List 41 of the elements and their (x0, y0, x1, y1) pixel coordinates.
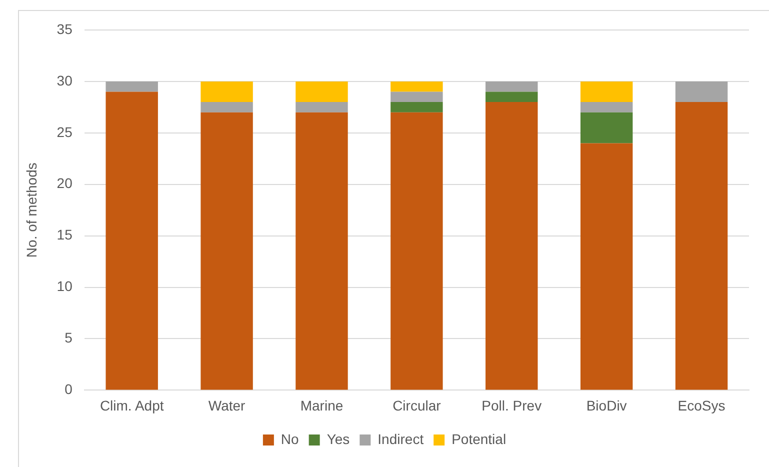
x-tick-label: Water (208, 397, 246, 414)
y-tick-label: 0 (64, 381, 73, 398)
bar (580, 81, 633, 102)
x-tick-label: Poll. Prev (482, 397, 542, 414)
y-tick-label: 35 (56, 20, 73, 37)
legend-label: No (280, 430, 300, 447)
bar (390, 112, 443, 390)
bar (200, 81, 253, 102)
bar (200, 112, 253, 390)
x-tick-label: Clim. Adpt (100, 397, 164, 414)
bar (486, 81, 538, 92)
bar (296, 81, 348, 102)
bar (106, 92, 158, 390)
legend-label: Indirect (378, 430, 424, 447)
bar (486, 102, 538, 390)
y-tick-label: 5 (64, 330, 73, 346)
bar (106, 81, 158, 92)
bar (675, 102, 728, 390)
x-tick-label: Marine (300, 397, 344, 414)
y-axis-title: No. of methods (23, 162, 40, 258)
bar (675, 81, 728, 102)
bar (390, 92, 443, 102)
x-tick-label: EcoSys (678, 397, 726, 414)
y-tick-label: 10 (56, 278, 73, 294)
bar (486, 92, 538, 102)
bar (580, 102, 633, 112)
x-tick-label: BioDiv (586, 397, 627, 414)
y-tick-label: 15 (56, 226, 73, 243)
bar (200, 102, 253, 112)
y-tick-label: 20 (56, 175, 73, 192)
y-tick-label: 30 (56, 72, 73, 88)
bar (296, 112, 348, 390)
legend-label: Yes (326, 430, 350, 447)
y-tick-label: 25 (56, 124, 73, 140)
bar (390, 81, 443, 92)
x-tick-label: Circular (392, 397, 442, 414)
bar (580, 143, 633, 390)
bar (390, 102, 443, 112)
bar (580, 112, 633, 144)
legend-label: Potential (452, 430, 506, 447)
bar (296, 102, 348, 112)
